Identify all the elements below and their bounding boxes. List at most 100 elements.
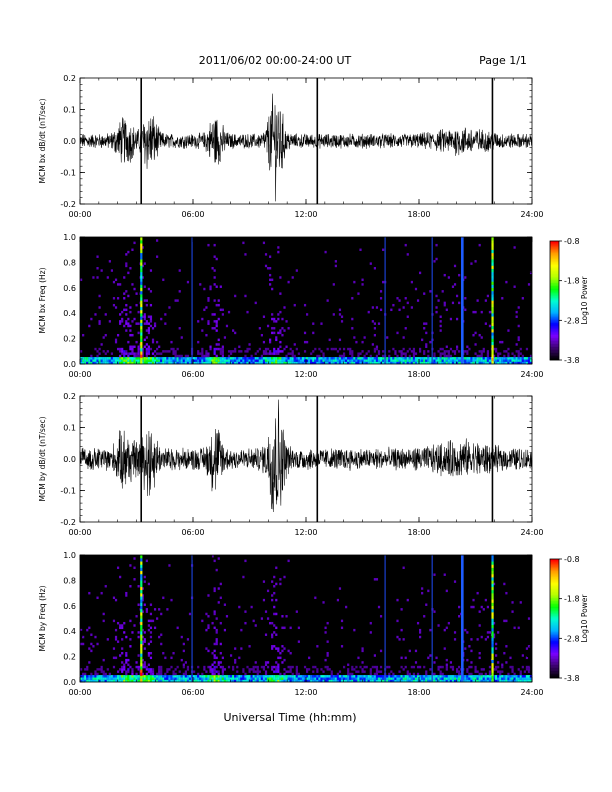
spectrogram-cell — [207, 626, 210, 630]
spectrogram-cell — [127, 679, 130, 683]
spectrogram-cell — [203, 308, 206, 312]
spectrogram-cell — [336, 361, 340, 365]
spectrogram-cell — [445, 679, 448, 683]
spectrogram-cell — [125, 303, 128, 307]
spectrogram-cell — [215, 656, 218, 660]
spectrogram-cell — [215, 324, 218, 328]
spectrogram-cell — [264, 264, 268, 268]
spectrogram-cell — [371, 675, 374, 678]
spectrogram-cell — [100, 361, 103, 365]
spectrogram-cell — [322, 601, 325, 604]
spectrogram-cell — [264, 253, 268, 256]
spectrogram-cell — [501, 340, 504, 344]
spectrogram-cell — [449, 679, 453, 683]
colorbar-segment — [550, 631, 559, 634]
spectrogram-cell — [464, 350, 467, 353]
spectrogram-cell — [281, 357, 284, 360]
spectrogram-cell — [275, 665, 278, 669]
spectrogram-cell — [217, 359, 220, 362]
vertical-line-segment — [140, 647, 143, 651]
spectrogram-cell — [112, 303, 116, 307]
spectrogram-cell — [484, 299, 487, 302]
spectrogram-cell — [466, 352, 469, 355]
spectrogram-cell — [425, 331, 428, 335]
spectrogram-cell — [219, 361, 222, 365]
spectrogram-cell — [119, 357, 122, 360]
spectrogram-cell — [330, 359, 333, 362]
colorbar-segment — [550, 316, 559, 319]
colorbar-segment — [550, 611, 559, 613]
vertical-line-segment — [140, 583, 143, 587]
vertical-line-segment — [140, 599, 143, 603]
spectrogram-cell — [511, 361, 514, 365]
vertical-line-segment — [140, 246, 143, 250]
spectrogram-cell — [121, 624, 124, 627]
vertical-line-segment — [491, 628, 494, 632]
spectrogram-cell — [503, 677, 506, 680]
spectrogram-cell — [184, 677, 187, 680]
spectrogram-cell — [293, 354, 296, 358]
spectrogram-cell — [100, 679, 103, 683]
spectrogram-cell — [326, 359, 329, 362]
spectrogram-cell — [301, 679, 305, 683]
spectrogram-cell — [162, 359, 165, 362]
colorbar-segment — [550, 590, 559, 593]
spectrogram-cell — [82, 675, 85, 678]
spectrogram-cell — [527, 357, 531, 360]
spectrogram-cell — [435, 679, 438, 683]
spectrogram-cell — [271, 668, 274, 671]
spectrogram-cell — [254, 301, 257, 305]
spectrogram-cell — [495, 350, 498, 353]
spectrogram-cell — [355, 340, 358, 344]
vertical-line-segment — [491, 256, 494, 260]
spectrogram-cell — [373, 665, 376, 669]
spectrogram-cell — [182, 677, 185, 680]
spectrogram-cell — [511, 675, 514, 678]
spectrogram-cell — [345, 357, 348, 360]
spectrogram-cell — [244, 621, 247, 625]
spectrogram-cell — [240, 647, 243, 650]
spectrogram-cell — [279, 345, 282, 348]
spectrogram-cell — [137, 665, 140, 669]
spectrogram-cell — [427, 677, 430, 680]
colorbar-segment — [550, 309, 559, 312]
colorbar-segment — [550, 675, 559, 677]
spectrogram-cell — [186, 357, 190, 360]
spectrogram-cell — [266, 324, 270, 328]
spectrogram-cell — [213, 654, 216, 657]
colorbar-segment — [550, 676, 559, 679]
spectrogram-cell — [221, 670, 224, 673]
spectrogram-cell — [94, 313, 97, 316]
spectrogram-cell — [402, 638, 405, 641]
colorbar-segment — [550, 622, 559, 625]
vertical-line-segment — [491, 297, 494, 301]
colorbar-segment — [550, 572, 559, 575]
colorbar-segment — [550, 264, 559, 267]
spectrogram-cell — [176, 679, 179, 683]
spectrogram-cell — [396, 361, 399, 365]
spectrogram-cell — [262, 315, 266, 318]
spectrogram-cell — [217, 661, 220, 664]
spectrogram-cell — [326, 668, 329, 671]
spectrogram-cell — [470, 605, 473, 609]
spectrogram-cell — [279, 672, 282, 676]
spectrogram-cell — [227, 354, 231, 358]
spectrogram-cell — [145, 677, 148, 680]
spectrogram-cell — [369, 675, 372, 678]
spectrogram-cell — [145, 320, 148, 323]
vertical-line-segment — [140, 672, 143, 676]
spectrogram-cell — [201, 619, 204, 623]
spectrogram-cell — [400, 354, 403, 358]
spectrogram-cell — [517, 336, 520, 339]
spectrogram-cell — [293, 361, 296, 365]
spectrogram-cell — [240, 359, 243, 362]
spectrogram-cell — [149, 290, 153, 293]
spectrogram-cell — [98, 294, 101, 298]
spectrogram-cell — [525, 679, 529, 683]
spectrogram-cell — [116, 679, 120, 683]
spectrogram-cell — [145, 357, 148, 360]
spectrogram-cell — [495, 677, 498, 680]
colorbar-segment — [550, 621, 559, 624]
spectrogram-cell — [201, 359, 204, 362]
spectrogram-cell — [145, 303, 148, 307]
